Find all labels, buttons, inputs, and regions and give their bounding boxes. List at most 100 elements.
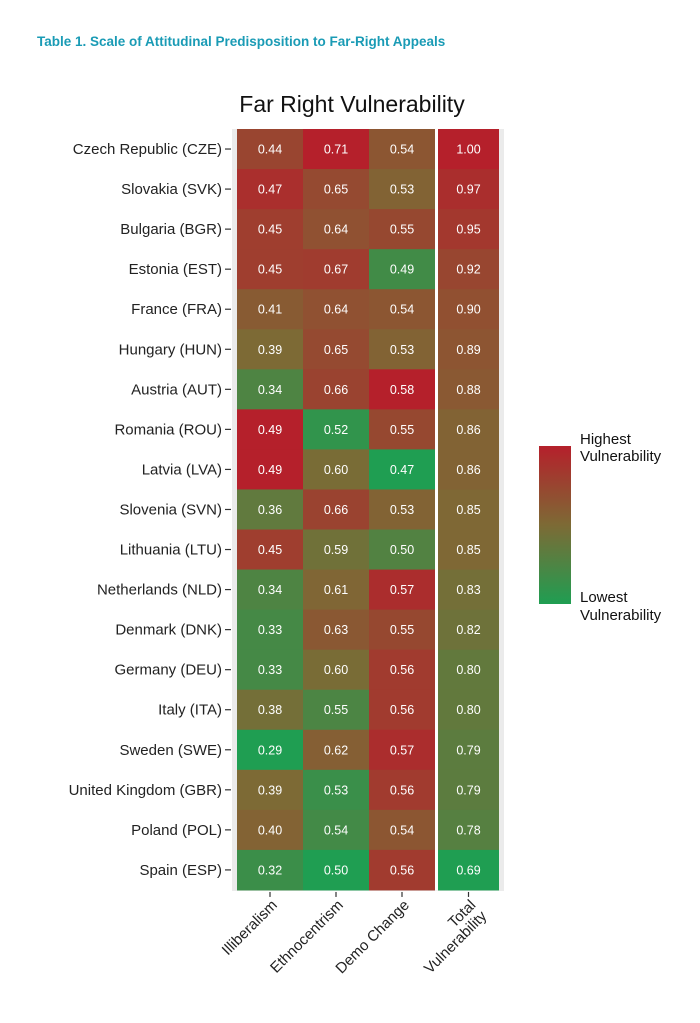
legend-high-label-1: Highest <box>580 431 632 448</box>
cell-value-label: 0.34 <box>258 383 282 397</box>
row-label: Italy (ITA) <box>158 702 222 719</box>
cell-value-label: 0.49 <box>258 423 282 437</box>
cell-value-label: 0.56 <box>390 783 414 797</box>
cell-value-label: 0.50 <box>390 543 414 557</box>
document-title: Table 1. Scale of Attitudinal Predisposi… <box>37 34 446 49</box>
cell-value-label: 0.97 <box>456 183 480 197</box>
heatmap-cell <box>303 369 369 410</box>
heatmap-cell <box>369 609 435 651</box>
column-separator <box>435 129 438 891</box>
cell-value-label: 0.64 <box>324 303 348 317</box>
heatmap-cell <box>369 649 435 691</box>
cell-value-label: 0.39 <box>258 783 282 797</box>
heatmap-cell <box>369 249 435 290</box>
cell-value-label: 0.60 <box>324 463 348 477</box>
heatmap-cell <box>303 769 369 811</box>
cell-value-label: 0.57 <box>390 743 414 757</box>
cell-value-label: 0.80 <box>456 703 480 717</box>
heatmap-cell <box>303 329 369 370</box>
heatmap-cell <box>303 849 369 891</box>
cell-value-label: 0.41 <box>258 303 282 317</box>
heatmap-cell <box>438 169 499 210</box>
heatmap-cell <box>303 649 369 691</box>
cell-value-label: 0.33 <box>258 623 282 637</box>
cell-value-label: 0.29 <box>258 743 282 757</box>
heatmap-cell <box>369 769 435 811</box>
cell-value-label: 0.55 <box>324 703 348 717</box>
row-label: Netherlands (NLD) <box>97 582 222 599</box>
heatmap-cell <box>438 609 499 651</box>
legend-high-label-2: Vulnerability <box>580 448 662 465</box>
heatmap-cell <box>303 809 369 851</box>
cell-value-label: 0.33 <box>258 663 282 677</box>
cell-value-label: 0.61 <box>324 583 348 597</box>
row-label: Bulgaria (BGR) <box>120 221 222 238</box>
heatmap-cell <box>369 209 435 250</box>
cell-value-label: 0.55 <box>390 423 414 437</box>
cell-value-label: 0.47 <box>390 463 414 477</box>
row-label: Poland (POL) <box>131 822 222 839</box>
heatmap-cell <box>237 129 303 170</box>
heatmap-cell <box>369 529 435 571</box>
cell-value-label: 0.89 <box>456 343 480 357</box>
heatmap-cell <box>438 129 499 170</box>
cell-value-label: 0.54 <box>390 823 414 837</box>
cell-value-label: 0.45 <box>258 263 282 277</box>
heatmap-cell <box>369 409 435 450</box>
cell-value-label: 0.59 <box>324 543 348 557</box>
row-label: Germany (DEU) <box>114 662 222 679</box>
row-label: France (FRA) <box>131 301 222 318</box>
cell-value-label: 0.83 <box>456 583 480 597</box>
heatmap-cell <box>369 369 435 410</box>
cell-value-label: 0.40 <box>258 823 282 837</box>
heatmap-cell <box>237 809 303 851</box>
cell-value-label: 0.53 <box>390 183 414 197</box>
heatmap-cell <box>237 729 303 771</box>
heatmap-cell <box>303 569 369 611</box>
cell-value-label: 0.45 <box>258 543 282 557</box>
heatmap-cell <box>237 649 303 691</box>
cell-value-label: 0.53 <box>390 343 414 357</box>
cell-value-label: 0.44 <box>258 143 282 157</box>
heatmap-cell <box>438 809 499 851</box>
cell-value-label: 0.85 <box>456 543 480 557</box>
cell-value-label: 0.58 <box>390 383 414 397</box>
heatmap-cell <box>303 289 369 330</box>
heatmap-cell <box>438 449 499 490</box>
cell-value-label: 0.82 <box>456 623 480 637</box>
cell-value-label: 0.65 <box>324 183 348 197</box>
cell-value-label: 0.71 <box>324 143 348 157</box>
row-label: United Kingdom (GBR) <box>69 782 222 799</box>
heatmap-cell <box>237 689 303 731</box>
heatmap-cell <box>438 489 499 530</box>
cell-value-label: 0.36 <box>258 503 282 517</box>
cell-value-label: 0.88 <box>456 383 480 397</box>
heatmap-cell <box>369 169 435 210</box>
row-label: Lithuania (LTU) <box>120 542 222 559</box>
heatmap-cell <box>438 689 499 731</box>
heatmap-cell <box>237 289 303 330</box>
legend-colorbar <box>539 446 571 604</box>
row-label: Romania (ROU) <box>114 421 222 438</box>
heatmap-cell <box>438 569 499 611</box>
cell-value-label: 0.53 <box>390 503 414 517</box>
cell-value-label: 0.95 <box>456 223 480 237</box>
cell-value-label: 0.66 <box>324 503 348 517</box>
cell-value-label: 0.85 <box>456 503 480 517</box>
heatmap-cell <box>303 129 369 170</box>
cell-value-label: 0.86 <box>456 463 480 477</box>
heatmap-cell <box>237 849 303 891</box>
cell-value-label: 0.32 <box>258 863 282 877</box>
heatmap-cell <box>438 729 499 771</box>
heatmap-cell <box>438 249 499 290</box>
cell-value-label: 0.57 <box>390 583 414 597</box>
heatmap-cell <box>237 209 303 250</box>
heatmap-cell <box>237 569 303 611</box>
heatmap-cell <box>237 529 303 571</box>
heatmap-cell <box>303 489 369 530</box>
cell-value-label: 1.00 <box>456 143 480 157</box>
cell-value-label: 0.56 <box>390 863 414 877</box>
cell-value-label: 0.92 <box>456 263 480 277</box>
heatmap-cell <box>369 689 435 731</box>
